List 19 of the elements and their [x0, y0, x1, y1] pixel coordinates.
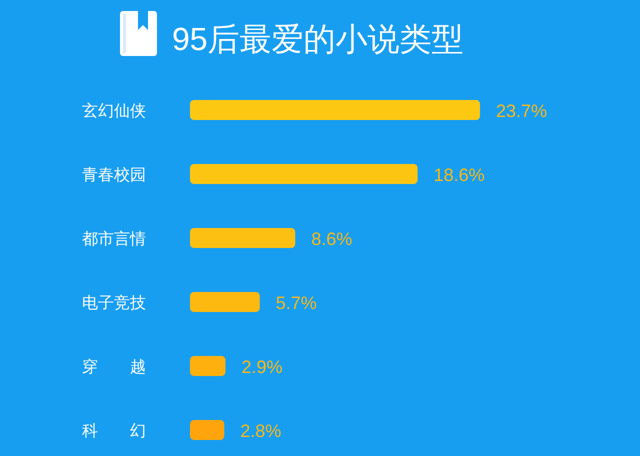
bar	[190, 356, 226, 376]
y-tick-label: 青春校园	[82, 166, 146, 184]
data-label: 18.6%	[434, 165, 485, 185]
data-label: 2.9%	[241, 357, 283, 377]
data-label: 8.6%	[311, 229, 352, 249]
data-label: 5.7%	[276, 293, 317, 313]
bar	[190, 228, 296, 248]
bar	[190, 420, 224, 440]
y-tick-label: 玄幻仙侠	[82, 102, 146, 120]
y-tick-label: 穿 越	[82, 358, 146, 376]
data-label: 2.8%	[240, 421, 282, 441]
bar	[190, 100, 480, 120]
y-tick-label: 都市言情	[82, 230, 146, 248]
bar	[190, 292, 260, 312]
data-label: 23.7%	[496, 101, 548, 121]
bar	[190, 164, 418, 184]
y-tick-label: 电子竞技	[82, 294, 146, 312]
chart-title: 95后最爱的小说类型	[172, 21, 464, 57]
y-tick-label: 科 幻	[82, 422, 146, 440]
